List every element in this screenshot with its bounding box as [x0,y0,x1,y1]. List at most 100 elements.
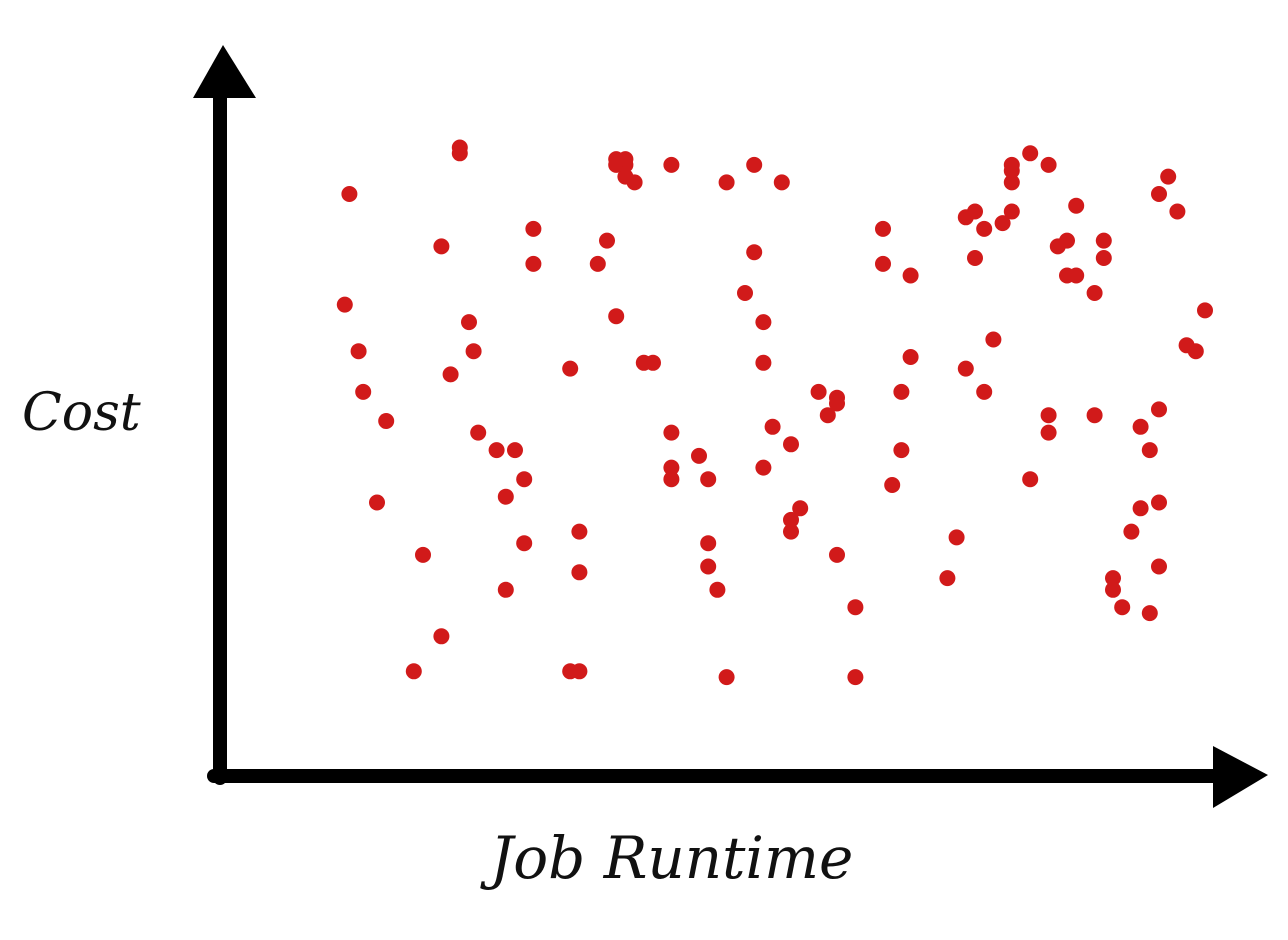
y-axis-arrowhead [193,45,256,98]
data-point [1141,442,1158,459]
data-point [957,209,974,226]
data-point [967,250,983,266]
data-point [1151,558,1167,575]
data-point [884,477,901,493]
data-point [976,220,993,237]
data-point [718,669,735,686]
data-point [773,174,790,191]
y-axis [193,45,256,785]
data-point [1132,418,1149,435]
data-point [819,407,836,424]
data-point [663,471,680,488]
data-point [1105,570,1121,587]
data-point [1049,238,1066,255]
x-axis-title: Job Runtime [480,824,853,892]
data-point [465,343,482,360]
data-point [461,314,477,331]
data-point [783,436,799,453]
y-axis-title: Cost [22,383,141,443]
data-point [336,296,353,313]
data-point [1197,302,1213,319]
data-point [1105,581,1121,598]
data-point [902,267,919,284]
data-point [571,663,588,680]
data-point [939,570,956,587]
data-point [948,529,965,546]
data-point [994,215,1011,232]
data-point [1040,156,1057,173]
data-point [1086,407,1103,424]
data-point [571,523,588,540]
x-axis-arrowhead [1213,746,1268,808]
data-point [350,343,367,360]
data-point [571,564,588,581]
data-point [875,255,891,272]
data-point [700,558,717,575]
data-point [1160,168,1177,185]
data-point [829,395,845,412]
data-point [516,535,533,552]
data-point [635,354,652,371]
data-point [976,383,993,400]
data-point [663,156,680,173]
data-point [1151,494,1167,511]
data-point [1114,599,1131,616]
data-point [764,418,781,435]
data-point [442,366,459,383]
data-point [700,471,717,488]
data-point [497,581,514,598]
data-point [488,442,505,459]
data-point [810,383,827,400]
data-point [1003,156,1020,173]
data-point [847,669,864,686]
data-point [663,424,680,441]
data-point [957,360,974,377]
data-point [691,447,707,464]
data-point [497,488,514,505]
data-point [847,599,864,616]
data-point [718,174,735,191]
data-point [1132,500,1149,517]
data-point [341,186,358,202]
data-point [737,285,753,301]
x-axis [207,746,1268,808]
data-point [599,232,615,249]
data-point [470,424,487,441]
data-point [1095,250,1112,266]
data-point [663,459,680,476]
data-point [783,523,799,540]
data-point [893,442,910,459]
data-point [617,168,634,185]
data-point [1040,424,1057,441]
data-point [355,383,372,400]
data-point [893,383,910,400]
data-point [792,500,809,517]
data-point [378,413,395,429]
data-point [433,628,450,645]
data-point [525,255,542,272]
data-point [746,156,763,173]
data-point [562,360,579,377]
data-point [433,238,450,255]
data-point [1003,174,1020,191]
data-point [589,255,606,272]
data-point [451,145,468,162]
data-point [507,442,523,459]
data-point [783,511,799,528]
data-point [1022,145,1039,162]
data-point [369,494,385,511]
data-point [1141,605,1158,622]
data-point [746,244,763,261]
data-point [1068,197,1085,214]
data-point [405,663,422,680]
data-point [608,308,625,325]
data-point [985,331,1002,348]
data-point [1169,203,1186,220]
data-point [617,151,634,168]
data-point [1123,523,1140,540]
data-point [1022,471,1039,488]
data-point [1151,401,1167,418]
data-points [336,139,1213,686]
data-point [1068,267,1085,284]
